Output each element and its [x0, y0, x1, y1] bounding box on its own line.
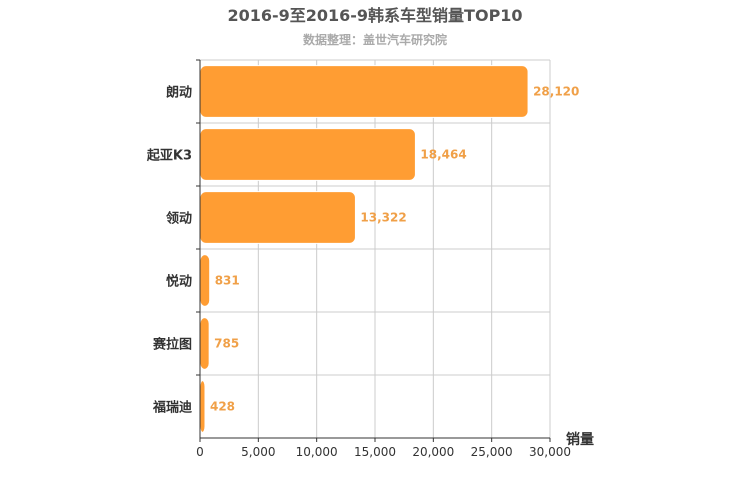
bar-value-label: 28,120 — [533, 85, 579, 99]
bar-value-label: 13,322 — [360, 211, 406, 225]
category-label: 领动 — [166, 211, 192, 227]
x-tick-label: 25,000 — [471, 445, 513, 459]
x-tick-label: 0 — [196, 445, 204, 459]
bar — [199, 317, 210, 370]
x-axis-title: 销量 — [566, 431, 594, 448]
bar-value-label: 428 — [210, 400, 235, 414]
grid-lines — [200, 59, 551, 438]
category-label: 悦动 — [166, 274, 192, 290]
bar-value-label: 785 — [214, 337, 239, 351]
x-tick-label: 20,000 — [412, 445, 454, 459]
category-label: 起亚K3 — [146, 148, 192, 164]
bar — [199, 254, 211, 307]
bars: 28,120 18,464 13,322 831 785 428 — [199, 65, 579, 433]
bar — [199, 191, 356, 244]
chart-title: 2016-9至2016-9韩系车型销量TOP10 — [227, 6, 522, 25]
category-label: 福瑞迪 — [152, 400, 192, 416]
x-tick-label: 10,000 — [296, 445, 338, 459]
bar — [199, 128, 416, 181]
chart-subtitle: 数据整理：盖世汽车研究院 — [303, 32, 447, 47]
x-tick-label: 5,000 — [241, 445, 275, 459]
x-tick-label: 15,000 — [354, 445, 396, 459]
bar-value-label: 831 — [215, 274, 240, 288]
category-label: 朗动 — [166, 85, 192, 101]
bar — [199, 65, 529, 118]
bar-value-label: 18,464 — [420, 148, 466, 162]
x-tick-label: 30,000 — [529, 445, 571, 459]
category-label: 赛拉图 — [152, 337, 192, 353]
bar — [199, 380, 206, 433]
